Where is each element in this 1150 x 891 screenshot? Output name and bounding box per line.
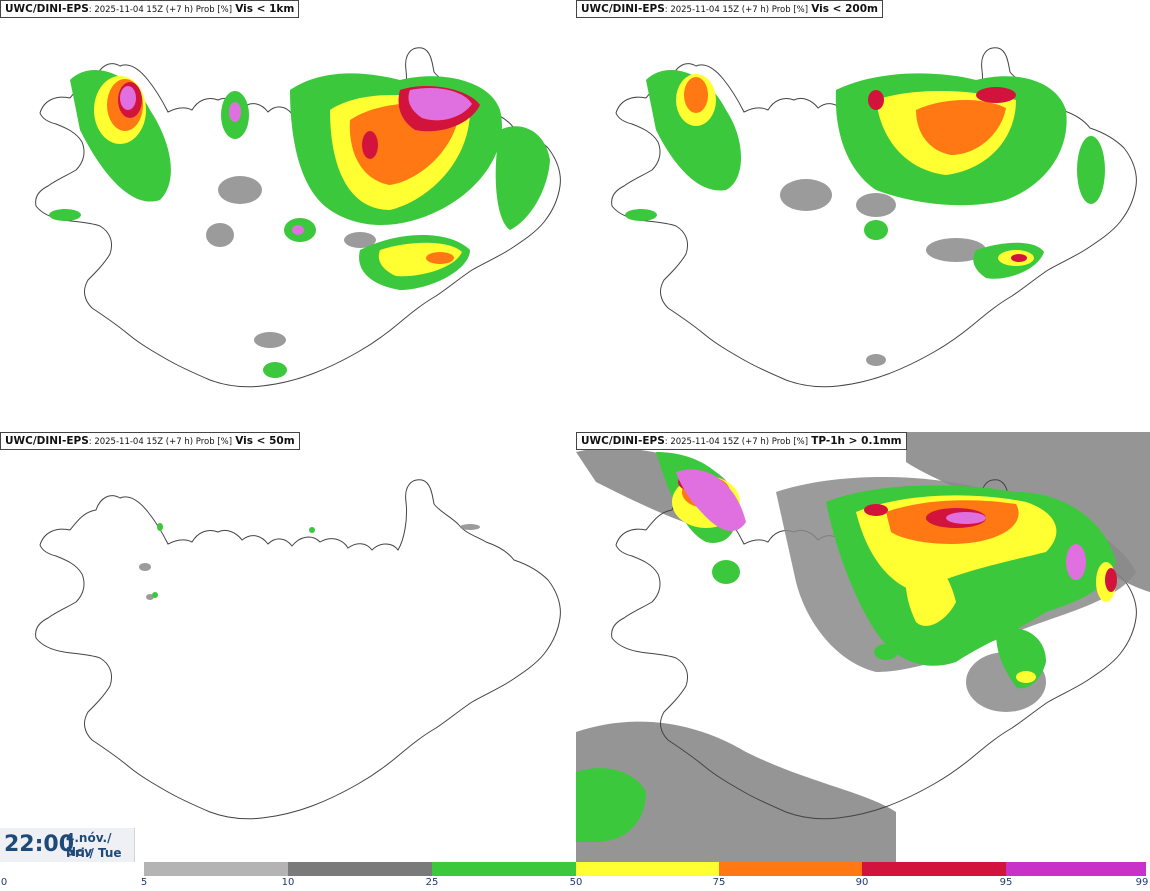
probability-colorbar: 0 5 10 25 50 75 90 95 99: [0, 862, 1150, 891]
colorbar-segment: [0, 862, 144, 876]
prob-red: [868, 87, 1027, 262]
valid-time-box: 22:00 4.nóv./ Nov Þri./ Tue: [0, 828, 135, 862]
run-meta: : 2025-11-04 15Z (+7 h) Prob [%]: [664, 437, 809, 447]
prob-magenta: [676, 469, 1086, 580]
colorbar-tick-label: 50: [569, 877, 583, 888]
colorbar-segment: [144, 862, 288, 876]
variable-name: TP-1h > 0.1mm: [811, 435, 902, 447]
model-name: UWC/DINI-EPS: [581, 435, 665, 447]
colorbar-tick-label: 5: [140, 877, 148, 888]
colorbar-segment: [719, 862, 862, 876]
colorbar-segment: [576, 862, 719, 876]
map-panel-vis-200m: UWC/DINI-EPS: 2025-11-04 15Z (+7 h) Prob…: [576, 0, 1150, 430]
iceland-map-vis-200m: [611, 47, 1137, 388]
variable-name: Vis < 200m: [811, 3, 878, 15]
model-name: UWC/DINI-EPS: [5, 435, 89, 447]
panel-title: UWC/DINI-EPS: 2025-11-04 15Z (+7 h) Prob…: [576, 432, 907, 450]
colorbar-tick-label: 0: [0, 877, 8, 888]
colorbar-segment: [862, 862, 1006, 876]
colorbar-segment: [432, 862, 576, 876]
run-meta: : 2025-11-04 15Z (+7 h) Prob [%]: [88, 437, 233, 447]
iceland-map-vis-1km: [35, 47, 561, 388]
map-panel-vis-1km: UWC/DINI-EPS: 2025-11-04 15Z (+7 h) Prob…: [0, 0, 574, 430]
iceland-map-tp-1h: [576, 432, 1150, 862]
run-meta: : 2025-11-04 15Z (+7 h) Prob [%]: [88, 5, 233, 15]
model-name: UWC/DINI-EPS: [5, 3, 89, 15]
colorbar-tick-label: 10: [281, 877, 295, 888]
prob-magenta: [120, 86, 472, 235]
panel-title: UWC/DINI-EPS: 2025-11-04 15Z (+7 h) Prob…: [0, 432, 300, 450]
prob-orange: [684, 77, 1006, 155]
prob-gray: [206, 176, 376, 348]
prob-green: [152, 523, 315, 598]
prob-gray: [780, 179, 986, 366]
valid-time: 22:00: [4, 832, 75, 857]
panel-title: UWC/DINI-EPS: 2025-11-04 15Z (+7 h) Prob…: [0, 0, 300, 18]
colorbar-segment: [288, 862, 432, 876]
prob-gray: [139, 524, 480, 600]
map-panel-tp-1h: UWC/DINI-EPS: 2025-11-04 15Z (+7 h) Prob…: [576, 432, 1150, 862]
colorbar-tick-label: 75: [712, 877, 726, 888]
run-meta: : 2025-11-04 15Z (+7 h) Prob [%]: [664, 5, 809, 15]
colorbar-segment: [1006, 862, 1146, 876]
valid-weekday: Þri./ Tue: [66, 846, 122, 860]
panel-title: UWC/DINI-EPS: 2025-11-04 15Z (+7 h) Prob…: [576, 0, 883, 18]
map-panel-vis-50m: UWC/DINI-EPS: 2025-11-04 15Z (+7 h) Prob…: [0, 432, 574, 862]
colorbar-tick-label: 90: [855, 877, 869, 888]
colorbar-tick-label: 99: [1135, 877, 1149, 888]
variable-name: Vis < 1km: [235, 3, 295, 15]
iceland-map-vis-50m: [35, 479, 561, 820]
valid-date: 4.nóv./ Nov: [66, 831, 112, 859]
colorbar-tick-label: 25: [425, 877, 439, 888]
model-name: UWC/DINI-EPS: [581, 3, 665, 15]
colorbar-tick-label: 95: [999, 877, 1013, 888]
variable-name: Vis < 50m: [235, 435, 295, 447]
